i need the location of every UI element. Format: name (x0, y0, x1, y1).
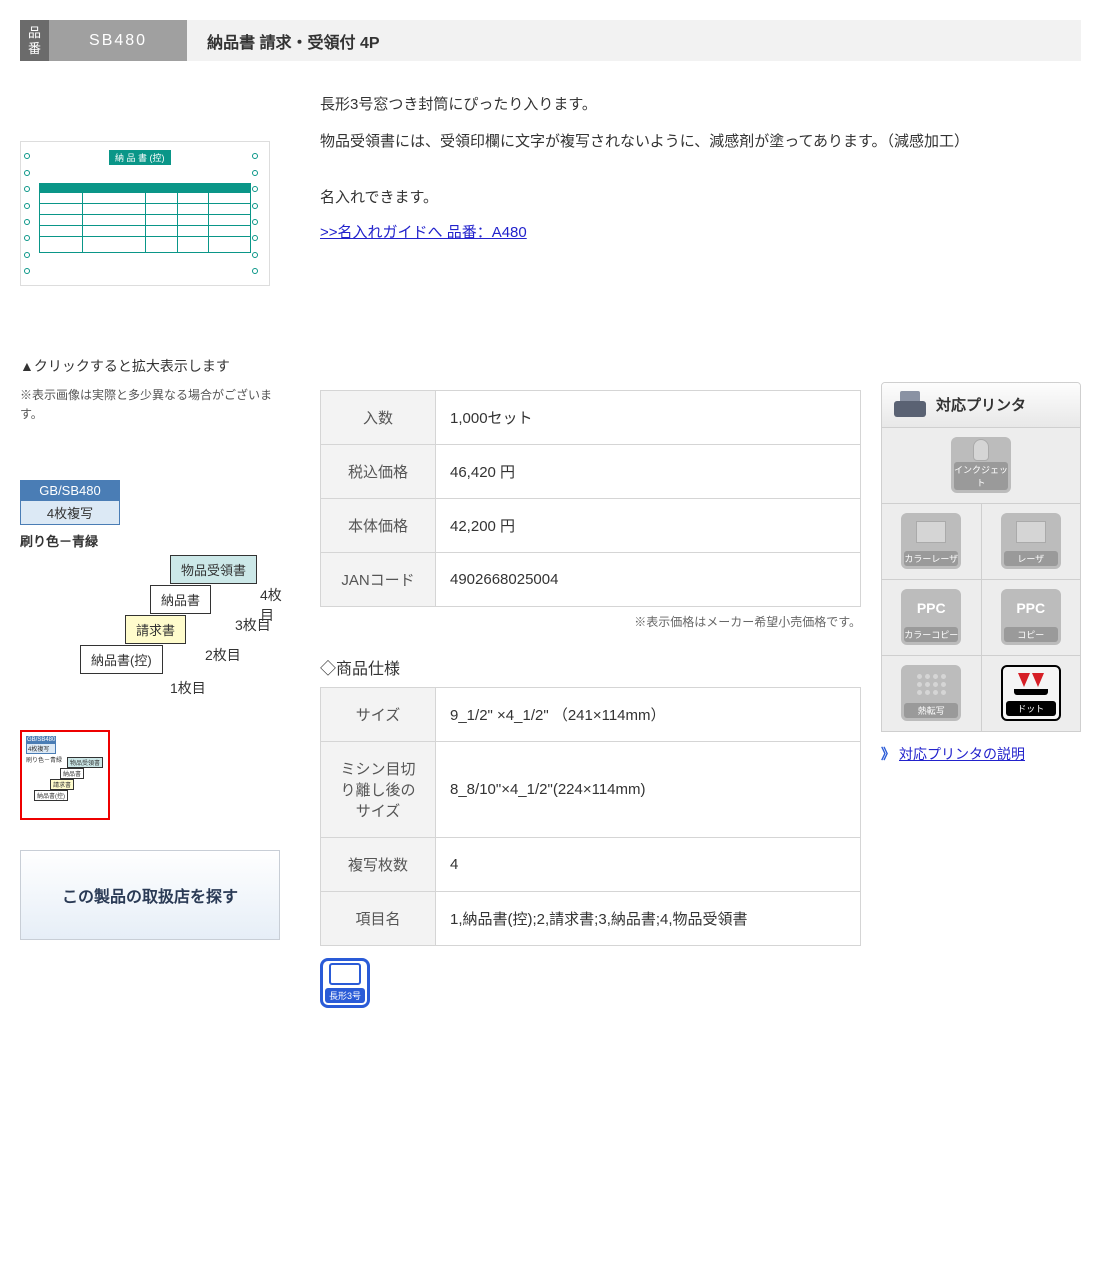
printer-cell-thermal: 熱転写 (882, 656, 981, 731)
spec-label: ミシン目切り離し後のサイズ (321, 741, 436, 837)
info-value: 46,420 円 (436, 444, 861, 498)
sprocket-left (24, 142, 38, 285)
info-label: 本体価格 (321, 498, 436, 552)
product-header: 品 番 SB480 納品書 請求・受領付 4P (20, 20, 1081, 61)
info-label: 入数 (321, 390, 436, 444)
image-disclaimer: ※表示画像は実際と多少異なる場合がございます。 (20, 386, 290, 424)
sheet-label-3: 3枚目 (235, 615, 271, 635)
spec-value: 1,納品書(控);2,請求書;3,納品書;4,物品受領書 (436, 891, 861, 945)
printer-badge: PPC カラーコピー (901, 589, 961, 645)
printer-cell-colorlaser: カラーレーザ (882, 504, 981, 579)
printer-badge: カラーレーザ (901, 513, 961, 569)
description-line2: 物品受領書には、受領印欄に文字が複写されないように、減感剤が塗ってあります。（減… (320, 128, 1081, 157)
printer-badge: レーザ (1001, 513, 1061, 569)
spec-table: サイズ 9_1/2" ×4_1/2" （241×114mm） ミシン目切り離し後… (320, 687, 861, 946)
sheet-label-2: 2枚目 (205, 645, 241, 665)
info-value: 1,000セット (436, 390, 861, 444)
table-row: 入数 1,000セット (321, 390, 861, 444)
table-row: サイズ 9_1/2" ×4_1/2" （241×114mm） (321, 687, 861, 741)
find-store-button[interactable]: この製品の取扱店を探す (20, 850, 280, 940)
info-label: 税込価格 (321, 444, 436, 498)
info-value: 42,200 円 (436, 498, 861, 552)
spec-title: ◇商品仕様 (320, 655, 861, 679)
envelope-label: 長形3号 (325, 988, 365, 1003)
table-row: 税込価格 46,420 円 (321, 444, 861, 498)
description-line1: 長形3号窓つき封筒にぴったり入ります。 (320, 91, 1081, 120)
printer-cell-laser: レーザ (982, 504, 1081, 579)
product-code: SB480 (49, 20, 187, 61)
spec-label: 項目名 (321, 891, 436, 945)
envelope-window-icon (329, 963, 361, 985)
printer-cell-dot: ドット (982, 656, 1081, 731)
sheet-label-1: 1枚目 (170, 678, 206, 698)
spec-value: 8_8/10"×4_1/2"(224×114mm) (436, 741, 861, 837)
printer-cell-inkjet: インクジェット (882, 428, 1080, 503)
info-label: JANコード (321, 552, 436, 606)
spec-label: 複写枚数 (321, 837, 436, 891)
diagram-ink: 刷り色－青緑 (20, 531, 290, 550)
description-line3: 名入れできます。 (320, 184, 1081, 213)
printer-explain-link-wrap: 》対応プリンタの説明 (881, 744, 1081, 764)
naming-guide-link[interactable]: >>名入れガイドへ 品番：A480 (320, 224, 527, 241)
copies-diagram: GB/SB480 4枚複写 刷り色－青緑 物品受領書 納品書 請求書 納品書(控… (20, 480, 290, 710)
printer-compat: 対応プリンタ インクジェット (881, 382, 1081, 732)
spec-value: 4 (436, 837, 861, 891)
diagram-head: GB/SB480 (20, 480, 120, 501)
printer-badge: インクジェット (951, 437, 1011, 493)
printer-explain-link[interactable]: 対応プリンタの説明 (899, 746, 1025, 762)
thumbnail[interactable]: GB/SB480 4枚複写 刷り色－青緑 物品受領書 納品書 請求書 納品書(控… (20, 730, 110, 820)
table-row: ミシン目切り離し後のサイズ 8_8/10"×4_1/2"(224×114mm) (321, 741, 861, 837)
printer-cell-copy: PPC コピー (982, 580, 1081, 655)
printer-header: 対応プリンタ (882, 383, 1080, 428)
envelope-badge: 長形3号 (320, 958, 370, 1008)
badge-line1: 品 (28, 25, 41, 41)
table-row: 項目名 1,納品書(控);2,請求書;3,納品書;4,物品受領書 (321, 891, 861, 945)
printer-badge: PPC コピー (1001, 589, 1061, 645)
price-note: ※表示価格はメーカー希望小売価格です。 (320, 613, 861, 630)
table-row: JANコード 4902668025004 (321, 552, 861, 606)
header-badge: 品 番 (20, 20, 49, 61)
spec-label: サイズ (321, 687, 436, 741)
sheet-2: 請求書 (125, 615, 186, 644)
form-title: 納 品 書 (控) (109, 150, 171, 165)
product-image[interactable]: 納 品 書 (控) (20, 141, 270, 286)
table-row: 本体価格 42,200 円 (321, 498, 861, 552)
spec-value: 9_1/2" ×4_1/2" （241×114mm） (436, 687, 861, 741)
printer-grid: インクジェット カラーレーザ (882, 428, 1080, 731)
info-table: 入数 1,000セット 税込価格 46,420 円 本体価格 42,200 円 (320, 390, 861, 607)
printer-badge: 熱転写 (901, 665, 961, 721)
form-grid (39, 183, 251, 253)
badge-line2: 番 (28, 41, 41, 57)
sprocket-right (252, 142, 266, 285)
link-marker-icon: 》 (881, 746, 895, 762)
info-value: 4902668025004 (436, 552, 861, 606)
find-store-label: この製品の取扱店を探す (62, 883, 238, 907)
diagram-sub: 4枚複写 (20, 501, 120, 525)
zoom-hint: ▲クリックすると拡大表示します (20, 356, 290, 376)
sheet-1: 納品書(控) (80, 645, 163, 674)
sheet-3: 納品書 (150, 585, 211, 614)
table-row: 複写枚数 4 (321, 837, 861, 891)
sheet-4: 物品受領書 (170, 555, 257, 584)
printer-badge-active: ドット (1001, 665, 1061, 721)
printer-icon (892, 391, 928, 419)
product-title: 納品書 請求・受領付 4P (187, 20, 1081, 61)
printer-cell-colorcopy: PPC カラーコピー (882, 580, 981, 655)
printer-header-label: 対応プリンタ (936, 394, 1026, 415)
